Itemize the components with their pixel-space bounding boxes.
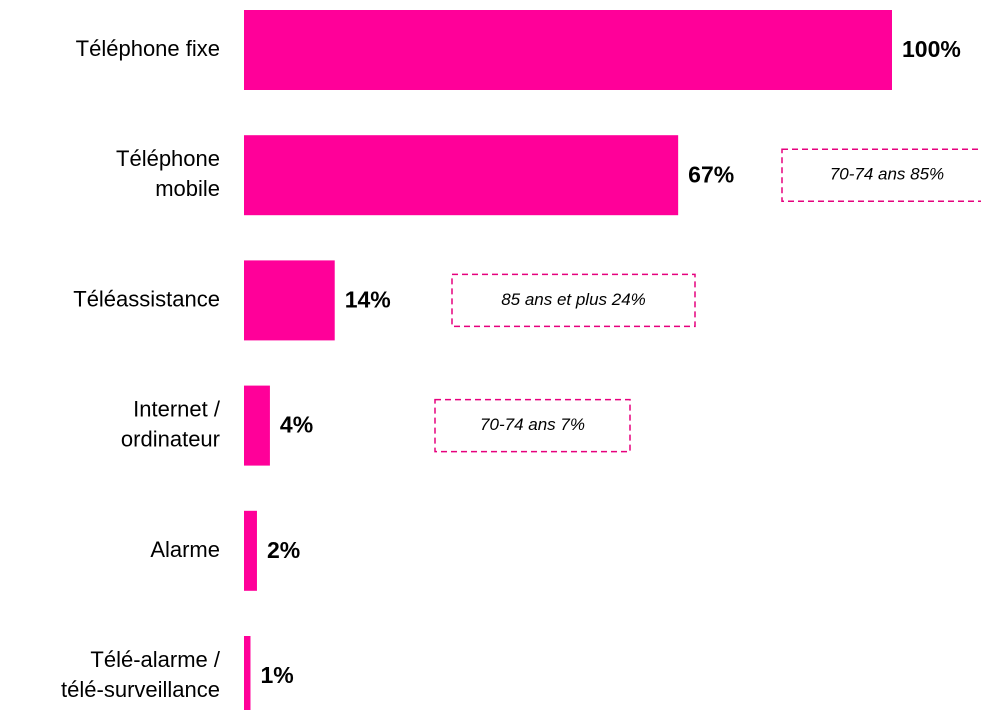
category-label: Téléphone mobile <box>116 146 220 201</box>
value-label: 67% <box>688 161 734 187</box>
category-label: Télé-alarme / télé-surveillance <box>61 647 221 702</box>
annotation-box <box>781 148 981 202</box>
category-line: télé-surveillance <box>61 677 220 702</box>
annotation: 70-74 ans 85% <box>830 165 944 184</box>
category-label: Téléphone fixe <box>76 36 220 61</box>
category-label: Téléassistance <box>73 286 220 311</box>
bar <box>244 260 335 341</box>
category-line: Alarme <box>150 537 220 562</box>
bar <box>244 10 892 90</box>
value-label: 100% <box>902 36 961 62</box>
bar <box>244 385 270 466</box>
annotation: 70-74 ans 7% <box>480 415 585 434</box>
category-line: mobile <box>155 176 220 201</box>
category-line: ordinateur <box>121 426 220 451</box>
annotation-box <box>451 273 696 328</box>
value-label: 14% <box>345 286 391 312</box>
category-line: Téléphone <box>116 146 220 171</box>
category-label: Internet / ordinateur <box>121 396 221 451</box>
value-label: 2% <box>267 537 300 563</box>
category-line: Téléassistance <box>73 286 220 311</box>
category-line: Télé-alarme / <box>90 647 220 672</box>
value-label: 4% <box>280 412 313 438</box>
category-label: Alarme <box>150 537 220 562</box>
category-line: Téléphone fixe <box>76 36 220 61</box>
annotation: 85 ans et plus 24% <box>501 290 646 309</box>
value-label: 1% <box>260 662 293 688</box>
bar <box>244 510 257 591</box>
category-line: Internet / <box>133 396 221 421</box>
bar <box>244 135 679 216</box>
annotation-box <box>434 398 631 453</box>
bar <box>244 636 251 710</box>
